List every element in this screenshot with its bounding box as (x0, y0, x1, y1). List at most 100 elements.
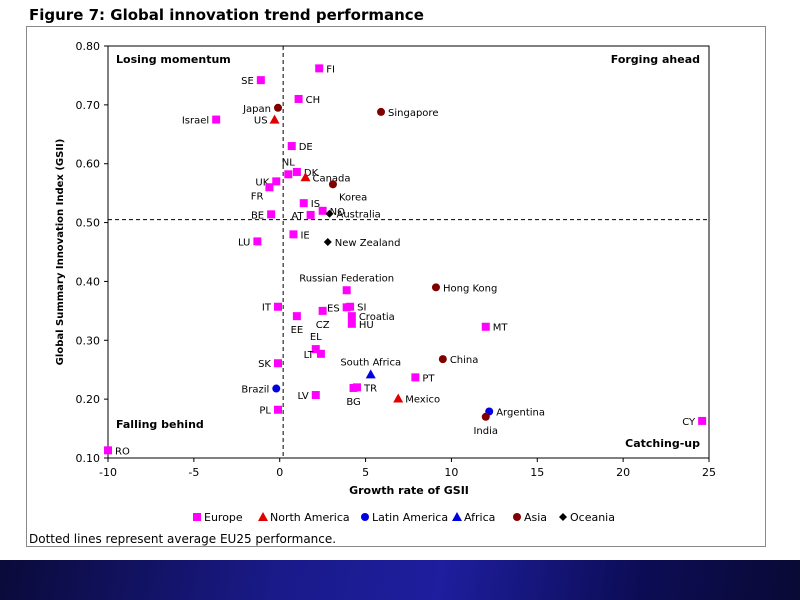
data-point-label: Brazil (241, 385, 269, 396)
data-point-label: Singapore (388, 108, 438, 119)
x-tick-label: 15 (530, 466, 544, 479)
data-point-label: CY (682, 417, 696, 428)
data-point-label: CZ (316, 320, 330, 331)
data-point-marker (306, 210, 315, 219)
reference-lines (108, 46, 709, 458)
data-point-marker (481, 322, 490, 331)
data-point-label: IT (262, 303, 272, 314)
figure-frame (26, 26, 766, 547)
data-point-label: AT (291, 211, 304, 222)
y-tick-label: 0.70 (76, 99, 101, 112)
data-point-label: Japan (242, 104, 271, 115)
data-point-marker (328, 180, 337, 189)
data-point-marker (273, 103, 282, 112)
data-point-label: Mexico (405, 395, 440, 406)
data-point-label: HU (359, 320, 374, 331)
data-point-marker (272, 177, 281, 186)
data-point-label: DK (304, 168, 319, 179)
data-point-marker (273, 405, 282, 414)
data-point-marker (104, 446, 112, 455)
decorative-footer-band (0, 560, 800, 600)
data-point-label: Croatia (359, 312, 395, 323)
data-point-label: FI (326, 64, 335, 75)
y-tick-label: 0.20 (76, 393, 101, 406)
data-point-label: US (254, 116, 268, 127)
data-point-marker (481, 412, 490, 421)
quadrant-label-top-right: Forging ahead (611, 53, 700, 66)
data-point-label: FR (251, 191, 264, 202)
data-point-label: BG (346, 397, 360, 408)
quadrant-label-top-left: Losing momentum (116, 53, 231, 66)
data-point-marker (284, 170, 293, 179)
legend-marker (513, 513, 521, 521)
x-tick-label: 5 (362, 466, 369, 479)
data-point-label: South Africa (340, 357, 401, 368)
data-point-label: UK (255, 177, 269, 188)
data-point-marker (292, 312, 301, 321)
data-point-marker (299, 199, 308, 208)
data-point-label: LT (304, 350, 315, 361)
data-point-label: Korea (339, 192, 367, 203)
data-point-marker (316, 349, 325, 358)
y-tick-label: 0.80 (76, 40, 101, 53)
legend-label: Latin America (372, 511, 448, 524)
data-point-marker (698, 416, 707, 425)
data-point-label: SK (258, 359, 271, 370)
data-point-marker (267, 210, 276, 219)
data-point-marker (292, 167, 301, 176)
data-point-marker (318, 206, 327, 215)
data-point-marker (438, 355, 447, 364)
y-tick-label: 0.60 (76, 158, 101, 171)
axes: -10 -5 0 5 10 15 20 25 0.10 0.20 0.30 0.40 0.50 0.60 0… (76, 40, 717, 479)
data-point-marker (311, 345, 320, 354)
legend: Europe North America Latin America Africa As… (193, 511, 615, 524)
y-tick-label: 0.30 (76, 334, 101, 347)
data-point-label: Argentina (496, 408, 545, 419)
data-point-marker (323, 237, 332, 246)
data-point-marker (347, 319, 356, 328)
figure-title: Figure 7: Global innovation trend perfor… (29, 6, 424, 24)
x-tick-label: 0 (276, 466, 283, 479)
legend-marker (361, 513, 369, 521)
data-point-marker (318, 306, 327, 315)
data-point-label: LU (238, 237, 250, 248)
data-point-label: TR (363, 383, 377, 394)
data-point-label: IE (300, 230, 309, 241)
data-point-marker (265, 183, 274, 192)
legend-label: North America (270, 511, 350, 524)
data-point-marker (315, 64, 324, 73)
data-point-marker (349, 383, 358, 392)
data-point-label: Hong Kong (443, 283, 497, 294)
data-point-label: NO (330, 207, 345, 218)
x-tick-label: -10 (99, 466, 117, 479)
data-point-label: India (473, 426, 498, 437)
data-point-label: Russian Federation (299, 273, 394, 284)
legend-label: Asia (524, 511, 547, 524)
x-tick-label: 10 (444, 466, 458, 479)
data-point-label: CH (306, 95, 321, 106)
data-point-marker (342, 286, 351, 295)
data-point-marker (365, 369, 376, 379)
legend-marker (452, 512, 462, 521)
data-point-marker (411, 373, 420, 382)
legend-marker (258, 512, 268, 521)
data-point-label: NL (282, 157, 295, 168)
data-point-label: SI (357, 303, 366, 314)
data-point-marker (294, 94, 303, 103)
data-point-label: DE (299, 142, 313, 153)
data-point-label: PL (259, 406, 271, 417)
data-points: FI SE CH Japan Singapore Israel US DE NL DKCanada… (104, 64, 707, 457)
quadrant-label-bottom-left: Falling behind (116, 418, 204, 431)
data-point-label: ES (327, 303, 340, 314)
data-point-label: RO (115, 446, 130, 457)
data-point-marker (253, 237, 262, 246)
y-tick-label: 0.40 (76, 275, 101, 288)
data-point-marker (256, 76, 265, 85)
data-point-label: LV (297, 391, 308, 402)
data-point-label: IS (311, 199, 320, 210)
data-point-marker (377, 107, 386, 116)
data-point-marker (347, 312, 356, 321)
data-point-label: MT (493, 323, 509, 334)
quadrant-labels: Losing momentum Forging ahead Falling be… (116, 53, 700, 450)
x-axis-label: Growth rate of GSII (349, 484, 469, 497)
